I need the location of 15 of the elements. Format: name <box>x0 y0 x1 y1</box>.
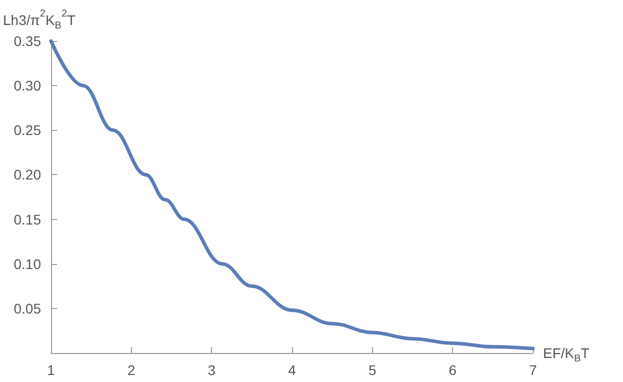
y-tick-label: 0.15 <box>14 211 42 228</box>
x-tick-label: 4 <box>288 362 296 378</box>
y-tick-label: 0.30 <box>14 78 42 94</box>
line-series <box>49 39 535 350</box>
x-tick-label: 2 <box>127 362 136 378</box>
x-tick-label: 1 <box>47 362 56 378</box>
y-tick-label: 0.10 <box>14 256 42 272</box>
x-tick-label: 5 <box>368 362 376 378</box>
x-tick-label: 7 <box>529 362 538 378</box>
y-tick-label: 0.35 <box>14 33 42 49</box>
y-tick-label: 0.20 <box>14 166 42 183</box>
y-tick-label: 0.05 <box>14 300 42 316</box>
y-tick-label: 0.25 <box>14 122 42 138</box>
x-tick-label: 3 <box>208 362 216 378</box>
x-tick-label: 6 <box>448 362 457 378</box>
